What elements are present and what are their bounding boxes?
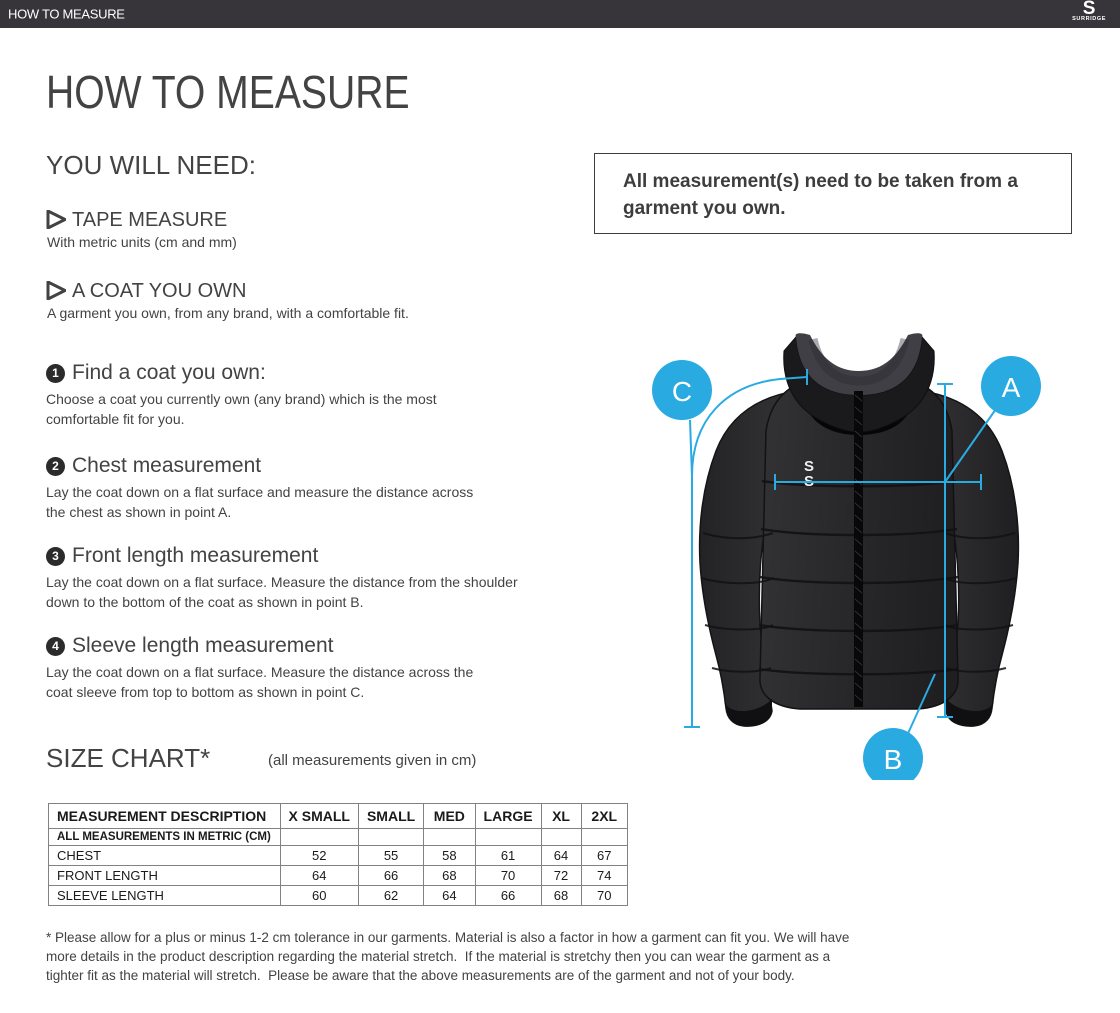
- svg-text:B: B: [884, 744, 903, 775]
- svg-text:C: C: [672, 376, 692, 407]
- svg-text:A: A: [1002, 372, 1021, 403]
